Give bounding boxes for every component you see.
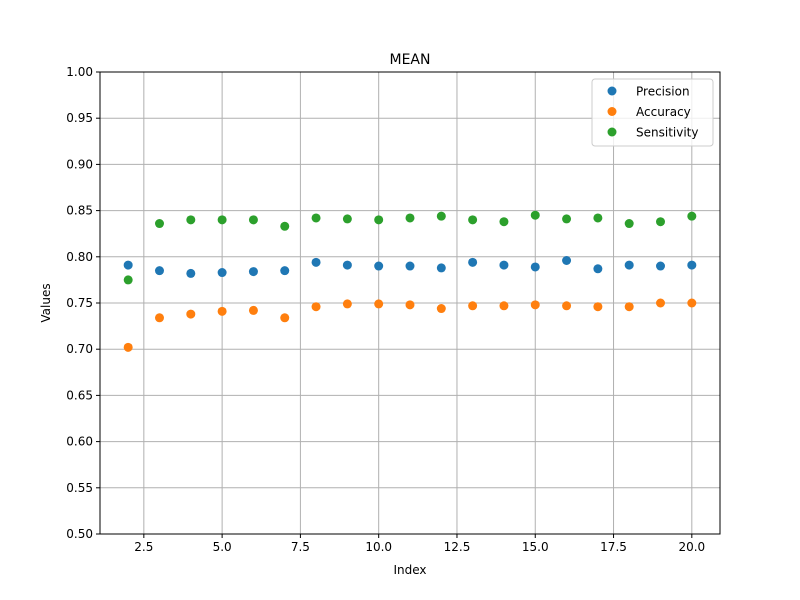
legend-marker-precision bbox=[607, 86, 617, 96]
precision-point bbox=[436, 263, 446, 273]
y-tick-label: 0.90 bbox=[66, 157, 93, 171]
accuracy-point bbox=[311, 302, 321, 312]
chart-title: MEAN bbox=[390, 52, 431, 68]
accuracy-point bbox=[468, 301, 478, 311]
data-points bbox=[123, 210, 697, 352]
sensitivity-point bbox=[624, 219, 634, 229]
y-tick-label: 0.50 bbox=[66, 527, 93, 541]
accuracy-point bbox=[687, 298, 697, 308]
sensitivity-point bbox=[374, 215, 384, 225]
accuracy-point bbox=[656, 298, 666, 308]
x-tick-label: 17.5 bbox=[600, 540, 627, 554]
y-tick-label: 1.00 bbox=[66, 65, 93, 79]
x-tick-label: 15.0 bbox=[522, 540, 549, 554]
y-tick-label: 0.95 bbox=[66, 111, 93, 125]
x-tick-label: 20.0 bbox=[678, 540, 705, 554]
legend-label-sensitivity: Sensitivity bbox=[636, 126, 698, 140]
sensitivity-point bbox=[405, 213, 415, 223]
precision-point bbox=[342, 260, 352, 270]
precision-point bbox=[311, 257, 321, 267]
x-tick-label: 7.5 bbox=[291, 540, 310, 554]
x-tick-label: 12.5 bbox=[444, 540, 471, 554]
y-tick-label: 0.70 bbox=[66, 342, 93, 356]
accuracy-point bbox=[530, 300, 540, 310]
precision-point bbox=[280, 266, 290, 276]
sensitivity-point bbox=[248, 215, 258, 225]
accuracy-point bbox=[342, 299, 352, 309]
sensitivity-point bbox=[468, 215, 478, 225]
accuracy-point bbox=[499, 301, 509, 311]
legend-marker-accuracy bbox=[607, 107, 617, 116]
legend: Precision Accuracy Sensitivity bbox=[591, 78, 714, 147]
y-axis-label: Values bbox=[39, 283, 53, 322]
accuracy-point bbox=[374, 299, 384, 309]
precision-point bbox=[217, 268, 227, 278]
precision-point bbox=[656, 261, 666, 271]
accuracy-point bbox=[123, 342, 133, 352]
accuracy-point bbox=[154, 313, 164, 323]
accuracy-point bbox=[248, 305, 258, 315]
precision-point bbox=[123, 260, 133, 270]
y-tick-label: 0.65 bbox=[66, 388, 93, 402]
legend-marker-sensitivity bbox=[607, 127, 617, 137]
y-tick-label: 0.80 bbox=[66, 250, 93, 264]
plot-frame bbox=[99, 71, 721, 535]
sensitivity-point bbox=[436, 211, 446, 221]
legend-label-accuracy: Accuracy bbox=[636, 105, 691, 119]
sensitivity-point bbox=[123, 275, 133, 285]
x-tick-label: 2.5 bbox=[134, 540, 153, 554]
precision-point bbox=[593, 264, 603, 274]
accuracy-point bbox=[436, 304, 446, 314]
accuracy-point bbox=[217, 306, 227, 316]
sensitivity-point bbox=[530, 210, 540, 220]
accuracy-point bbox=[405, 300, 415, 310]
accuracy-point bbox=[624, 302, 634, 312]
x-tick-label: 10.0 bbox=[365, 540, 392, 554]
sensitivity-point bbox=[154, 219, 164, 229]
accuracy-point bbox=[186, 309, 196, 319]
axis-ticks: 2.5 5.0 7.5 10.0 12.5 15.0 17.5 20.0 0.50 0.55 0.6… bbox=[66, 65, 705, 554]
precision-point bbox=[530, 262, 540, 272]
sensitivity-point bbox=[687, 211, 697, 221]
y-tick-label: 0.85 bbox=[66, 204, 93, 218]
accuracy-point bbox=[562, 301, 572, 311]
accuracy-point bbox=[593, 302, 603, 312]
y-tick-label: 0.60 bbox=[66, 435, 93, 449]
precision-point bbox=[405, 261, 415, 271]
precision-point bbox=[154, 266, 164, 276]
precision-point bbox=[624, 260, 634, 270]
precision-point bbox=[186, 268, 196, 278]
x-tick-label: 5.0 bbox=[213, 540, 232, 554]
sensitivity-point bbox=[311, 213, 321, 223]
precision-point bbox=[499, 260, 509, 270]
sensitivity-point bbox=[186, 215, 196, 225]
x-axis-label: Index bbox=[393, 563, 426, 577]
precision-point bbox=[248, 267, 258, 277]
precision-point bbox=[468, 257, 478, 267]
sensitivity-point bbox=[562, 214, 572, 224]
legend-label-precision: Precision bbox=[636, 85, 690, 99]
y-tick-label: 0.55 bbox=[66, 481, 93, 495]
y-tick-label: 0.75 bbox=[66, 296, 93, 310]
sensitivity-point bbox=[217, 215, 227, 225]
sensitivity-point bbox=[280, 221, 290, 231]
precision-point bbox=[687, 260, 697, 270]
sensitivity-point bbox=[342, 214, 352, 224]
sensitivity-point bbox=[593, 213, 603, 223]
precision-point bbox=[562, 255, 572, 265]
precision-point bbox=[374, 261, 384, 271]
accuracy-point bbox=[280, 313, 290, 323]
legend-box bbox=[591, 78, 714, 147]
sensitivity-point bbox=[499, 217, 509, 227]
sensitivity-point bbox=[656, 217, 666, 227]
